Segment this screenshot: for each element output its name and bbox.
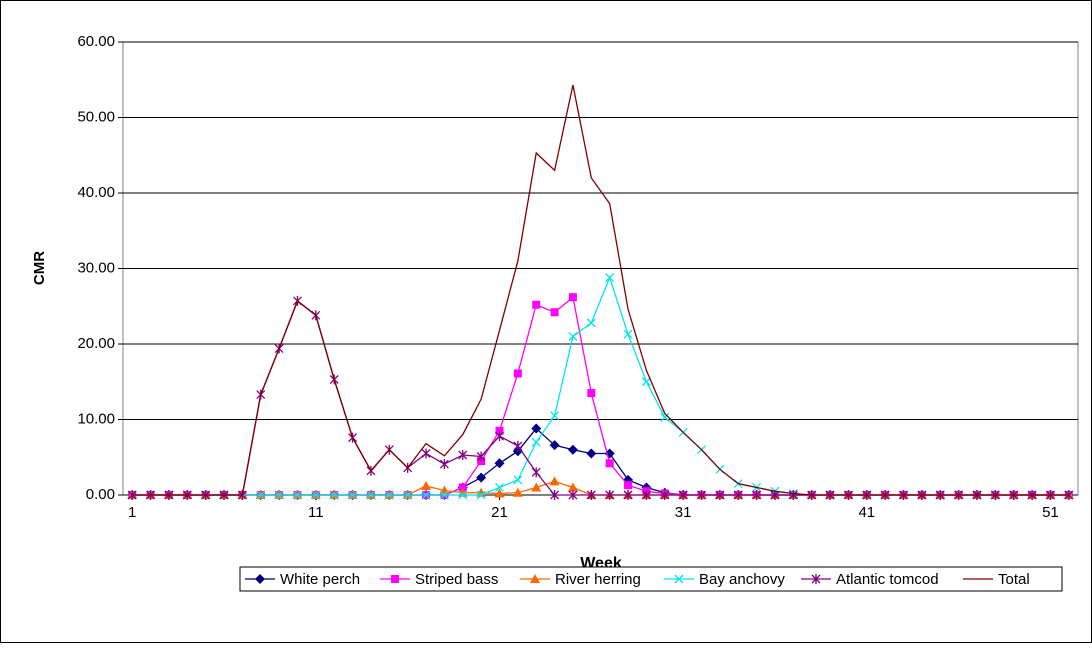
marker <box>513 440 523 451</box>
marker <box>549 476 560 486</box>
y-tick-label: 40.00 <box>77 184 115 201</box>
marker <box>549 440 560 451</box>
series-line <box>132 84 1069 496</box>
y-tick-label: 10.00 <box>77 410 115 427</box>
legend-label: Bay anchovy <box>699 571 785 588</box>
marker <box>476 472 487 483</box>
marker <box>476 490 486 500</box>
x-tick-label: 41 <box>858 504 875 521</box>
marker <box>531 423 542 434</box>
marker <box>421 480 432 490</box>
marker <box>605 273 615 283</box>
marker <box>495 431 504 442</box>
marker <box>274 490 284 500</box>
y-tick-label: 20.00 <box>77 335 115 352</box>
y-tick-label: 30.00 <box>77 259 115 276</box>
y-axis-title: CMR <box>31 251 48 285</box>
marker <box>567 482 578 492</box>
legend-item: Total <box>963 571 1030 588</box>
legend-item: Striped bass <box>380 571 498 588</box>
y-tick-label: 0.00 <box>86 486 115 503</box>
marker <box>366 490 376 500</box>
legend-item: Bay anchovy <box>664 571 785 588</box>
marker <box>1064 490 1074 500</box>
marker <box>439 490 449 500</box>
marker <box>494 488 505 498</box>
marker <box>293 490 302 500</box>
marker <box>255 574 265 584</box>
marker <box>530 574 540 583</box>
marker <box>439 459 449 470</box>
marker <box>550 411 560 421</box>
x-tick-label: 21 <box>491 504 508 521</box>
marker <box>624 481 633 490</box>
marker <box>532 300 541 309</box>
marker <box>623 329 633 339</box>
marker <box>531 482 542 492</box>
marker <box>403 490 413 500</box>
marker <box>513 369 522 378</box>
marker <box>256 490 266 500</box>
marker <box>641 490 651 500</box>
marker <box>458 449 468 460</box>
marker <box>623 490 633 500</box>
marker <box>329 490 339 500</box>
marker <box>586 318 596 328</box>
marker <box>587 389 596 398</box>
legend-label: Striped bass <box>415 571 498 588</box>
legend-label: White perch <box>280 571 360 588</box>
legend-box <box>239 566 1063 592</box>
marker <box>605 459 614 468</box>
y-tick-label: 60.00 <box>77 33 115 50</box>
marker <box>421 490 431 500</box>
marker <box>568 490 578 500</box>
marker <box>660 490 670 500</box>
marker <box>733 490 743 500</box>
marker <box>348 490 358 500</box>
marker <box>513 475 523 485</box>
marker <box>494 458 505 469</box>
marker <box>311 490 321 500</box>
marker <box>458 490 468 500</box>
marker <box>421 448 431 459</box>
legend-label: Atlantic tomcod <box>836 571 939 588</box>
x-tick-label: 51 <box>1042 504 1059 521</box>
marker <box>715 490 725 500</box>
marker <box>512 487 523 497</box>
marker <box>641 377 651 387</box>
marker <box>605 490 615 500</box>
marker <box>531 437 541 447</box>
marker <box>678 490 688 500</box>
marker <box>752 490 762 500</box>
marker <box>811 574 821 584</box>
x-tick-label: 11 <box>308 504 324 521</box>
marker <box>384 490 394 500</box>
marker <box>391 575 399 583</box>
x-tick-label: 31 <box>675 504 692 521</box>
marker <box>568 293 577 302</box>
legend-item: Atlantic tomcod <box>801 571 939 588</box>
y-tick-label: 50.00 <box>77 108 115 125</box>
marker <box>697 490 706 500</box>
marker <box>586 490 596 500</box>
marker <box>568 331 578 341</box>
marker <box>550 490 560 500</box>
marker <box>495 482 504 492</box>
marker <box>788 490 798 500</box>
marker <box>550 308 559 317</box>
marker <box>495 426 504 435</box>
x-tick-label: 1 <box>128 504 136 521</box>
marker <box>531 467 541 478</box>
legend-label: River herring <box>555 571 641 588</box>
marker <box>567 444 578 455</box>
marker <box>458 483 467 492</box>
legend-item: River herring <box>520 571 641 588</box>
marker <box>674 574 684 584</box>
legend-item: White perch <box>245 571 360 588</box>
marker <box>660 412 670 422</box>
marker <box>586 448 597 459</box>
legend-label: Total <box>998 571 1030 588</box>
marker <box>476 451 486 462</box>
